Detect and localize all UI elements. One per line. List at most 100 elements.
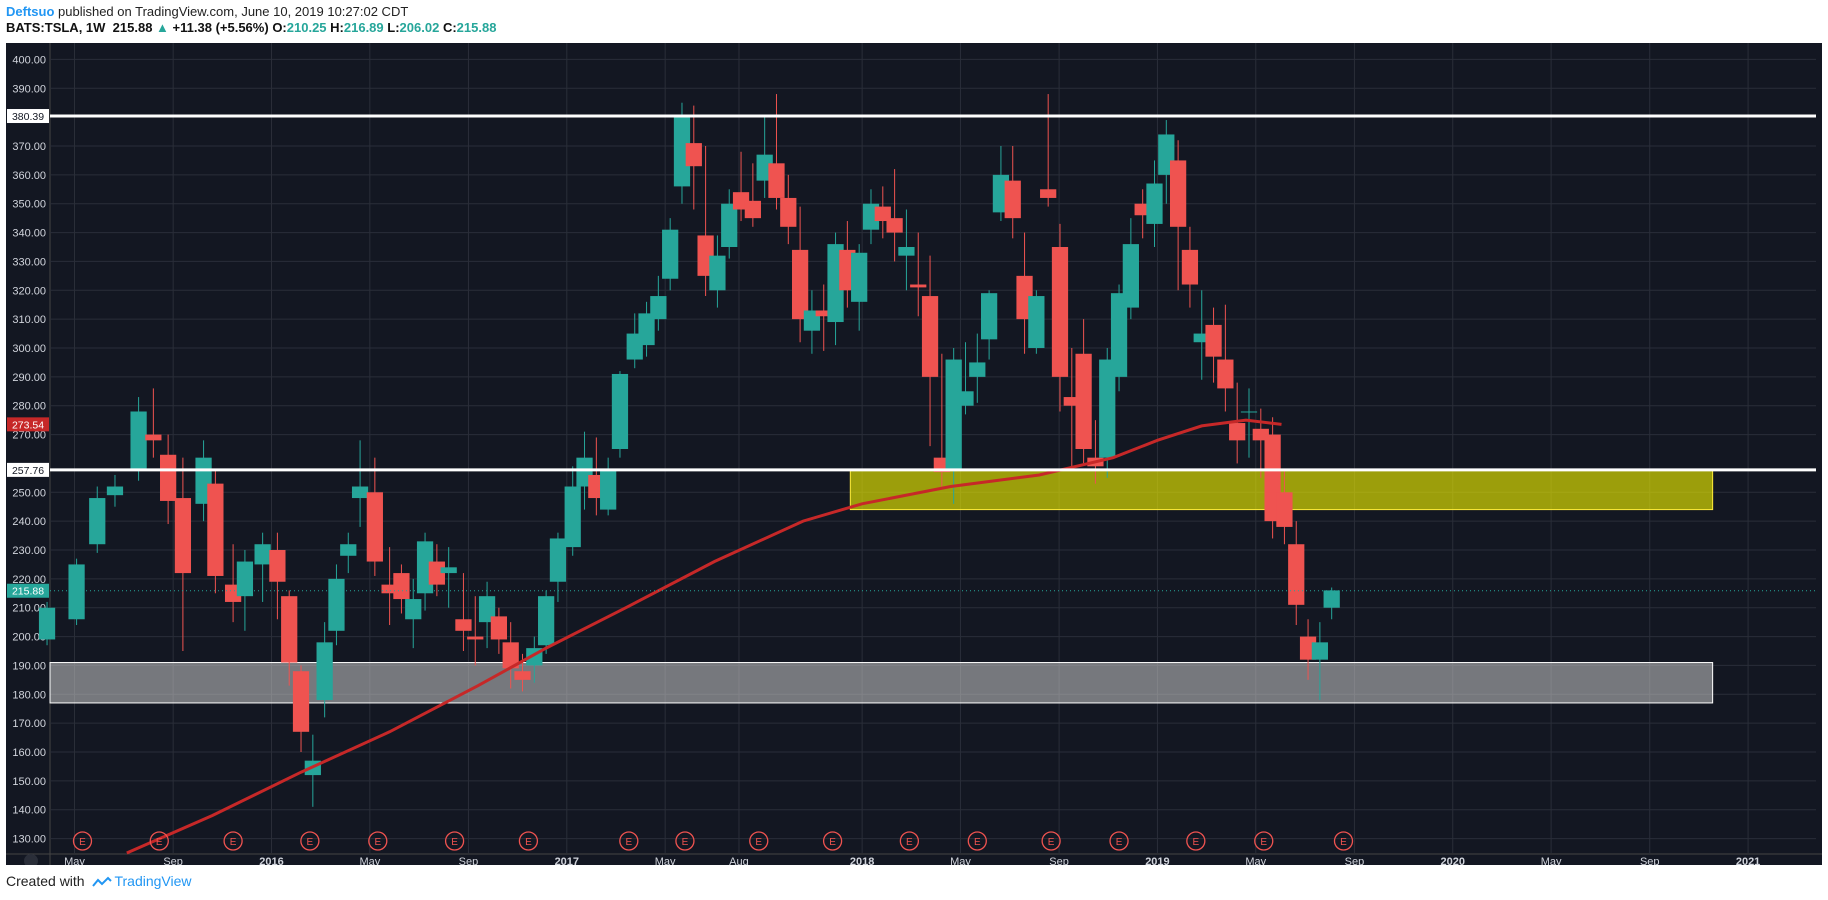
earnings-marker-label: E <box>79 837 86 848</box>
price-label: 380.39 <box>12 111 44 123</box>
candle-body <box>393 573 410 600</box>
tradingview-logo-icon <box>92 876 113 887</box>
candle-body <box>1063 397 1080 406</box>
candle-body <box>673 117 691 187</box>
candle-body <box>721 203 738 247</box>
x-tick-label: Sep <box>459 856 479 865</box>
candle-body <box>874 206 891 222</box>
earnings-marker-icon <box>300 831 320 851</box>
x-tick-label: May <box>359 856 380 865</box>
earnings-marker-icon <box>72 831 93 851</box>
earnings-marker-label: E <box>625 837 632 848</box>
chart-background <box>6 43 1822 865</box>
candle-body <box>600 469 617 510</box>
candle-body <box>366 492 383 562</box>
candle-body <box>316 642 333 701</box>
candle-body <box>381 584 398 594</box>
y-tick-label: 130.00 <box>12 834 46 846</box>
author-link[interactable]: Deftsuo <box>6 4 55 19</box>
candle-body <box>685 143 702 167</box>
y-tick-label: 170.00 <box>12 718 46 730</box>
candle-body <box>174 498 192 574</box>
x-tick-label: 2021 <box>1736 856 1760 865</box>
y-tick-label: 140.00 <box>12 805 46 817</box>
y-tick-label: 250.00 <box>12 487 46 499</box>
x-tick-label: May <box>950 856 971 865</box>
x-tick-label: Sep <box>1640 856 1660 865</box>
candle-body <box>791 249 809 320</box>
candle-body <box>1240 411 1258 413</box>
candle-body <box>1134 203 1151 216</box>
candle-body <box>1110 293 1128 377</box>
x-tick-label: 2019 <box>1145 856 1169 865</box>
candle-body <box>921 296 939 377</box>
candle-body <box>1311 642 1328 660</box>
x-tick-label: Sep <box>1049 856 1069 865</box>
price-chart[interactable]: 400.00 390.00 370.00 360.00 350.00 340.00 330.… <box>6 43 1822 868</box>
candle-body <box>898 247 915 256</box>
price-label-box <box>7 583 49 598</box>
y-tick-label: 220.00 <box>12 574 46 586</box>
candle-body <box>549 538 567 582</box>
candle-body <box>1217 359 1234 389</box>
candle-body <box>886 218 903 233</box>
y-tick-label: 340.00 <box>12 228 46 240</box>
y-tick-label: 310.00 <box>12 314 46 326</box>
y-tick-label: 360.00 <box>12 170 46 182</box>
candle-body <box>1040 189 1057 198</box>
x-tick-label: May <box>1245 856 1266 865</box>
y-tick-label: 370.00 <box>12 141 46 153</box>
close-label: C: <box>442 20 457 35</box>
earnings-marker-icon <box>149 831 169 851</box>
candle-body <box>502 642 519 669</box>
earnings-marker-label: E <box>230 837 237 848</box>
candle-body <box>68 564 85 620</box>
candle-body <box>89 498 106 545</box>
y-tick-label: 320.00 <box>12 285 46 297</box>
candle-body <box>1323 590 1340 608</box>
open-value: 210.25 <box>286 20 327 35</box>
candle-body <box>440 567 457 574</box>
earnings-marker-label: E <box>1192 837 1199 848</box>
earnings-marker-label: E <box>974 837 981 848</box>
candle-body <box>1205 324 1222 357</box>
symbol-label: BATS:TSLA, 1W <box>6 20 106 35</box>
candle-body <box>611 373 629 449</box>
earnings-marker-icon <box>967 831 987 851</box>
candle-body <box>780 197 797 227</box>
earnings-marker-icon <box>518 831 539 851</box>
y-tick-label: 200.00 <box>12 632 46 644</box>
y-tick-label: 400.00 <box>12 54 46 66</box>
chart-panel[interactable]: 400.00 390.00 370.00 360.00 350.00 340.00 330.… <box>6 43 1822 868</box>
earnings-marker-label: E <box>451 837 458 848</box>
open-label: O: <box>272 20 287 35</box>
earnings-marker-label: E <box>156 837 163 848</box>
earnings-marker-icon <box>368 831 388 851</box>
candle-body <box>1028 296 1045 348</box>
y-tick-label: 390.00 <box>12 83 46 95</box>
candle-body <box>980 293 998 340</box>
earnings-marker-icon <box>1041 831 1061 851</box>
earnings-marker-icon <box>444 831 465 851</box>
earnings-marker-icon <box>822 831 843 851</box>
candle-body <box>1288 544 1305 605</box>
earnings-marker-label: E <box>829 837 836 848</box>
candle-body <box>1099 359 1116 458</box>
candle-body <box>1229 423 1246 441</box>
created-with-label: Created with <box>6 873 85 889</box>
tradingview-link[interactable]: TradingView <box>114 873 192 889</box>
candle-body <box>340 544 357 556</box>
low-label: L: <box>387 20 400 35</box>
earnings-marker-icon <box>749 831 769 851</box>
candle-body <box>405 599 422 620</box>
earnings-marker-icon <box>223 831 243 851</box>
y-tick-label: 210.00 <box>12 603 46 615</box>
up-arrow-icon: ▲ <box>156 20 169 35</box>
candle-body <box>1004 180 1021 219</box>
candle-body <box>1075 353 1092 449</box>
y-tick-label: 160.00 <box>12 747 46 759</box>
price-label: 257.76 <box>12 465 44 477</box>
x-tick-label: May <box>1541 856 1562 865</box>
x-tick-label: 2016 <box>259 856 283 865</box>
earnings-marker-icon <box>1333 831 1354 851</box>
